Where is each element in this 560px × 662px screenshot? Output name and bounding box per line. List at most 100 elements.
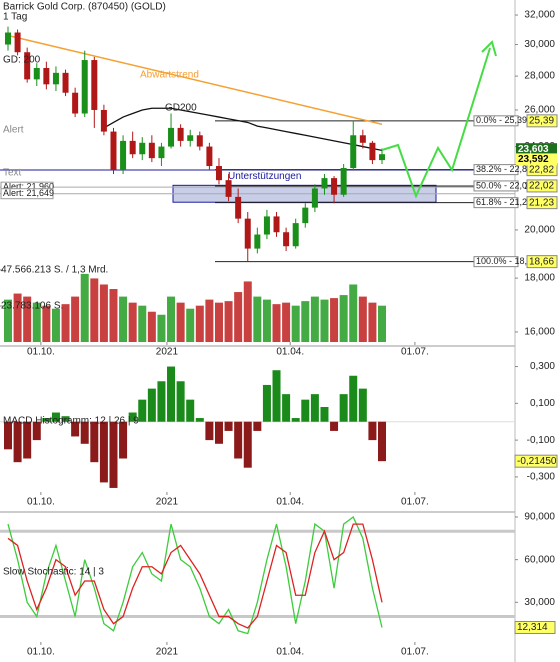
y-tick-label: 0,100 [530,398,555,409]
volume-bar [291,305,300,342]
macd-bar [128,412,137,422]
candle-body [187,135,194,141]
candle-body [52,72,59,85]
candle-body [215,166,222,181]
x-tick-label: 2021 [156,647,179,658]
fib-label-box [473,115,519,127]
stoch-line [7,523,383,629]
volume-bar [176,302,185,342]
macd-bar [42,418,51,422]
candle-body [72,92,79,114]
fib-label: 61.8% - 21,23 [476,197,532,207]
volume-bar [272,304,281,342]
macd-bar [186,399,195,422]
y-tick-label: 60,000 [524,554,555,565]
alert-box [0,188,54,200]
candle-body [283,232,290,247]
y-tick-label: 0,300 [530,361,555,372]
candle-body [81,60,88,114]
macd-bar [51,412,60,422]
volume-bar [339,295,348,342]
candle-body [5,32,11,45]
macd-bar [138,399,147,422]
macd-bar [234,421,243,459]
candle-body [350,135,357,169]
last-price-label: 23,592 [518,154,549,165]
alert-note: Alert [3,125,24,136]
fib-label-box [473,197,519,209]
price-tag [526,196,558,210]
macd-bar [4,421,12,450]
volume-bar [378,305,387,342]
candle-body [177,127,184,141]
candle-body [196,135,203,147]
volume-bar [147,311,156,342]
volume-bar [320,299,329,342]
macd-bar [109,421,118,488]
price-tag-label: 22,82 [529,164,554,175]
candle-body [206,146,213,167]
last-value-tag [514,620,556,634]
volume-bar [310,296,319,342]
ma-legend: GD: 200 [3,55,41,66]
macd-bar [262,384,271,422]
macd-bar [13,421,22,463]
candle-body [158,146,165,159]
alert-label: Alert: 21,649 [3,188,54,198]
x-tick-label: 01.07. [401,497,429,508]
candle-body [321,178,328,189]
fib-label-box [473,164,519,176]
volume-bar [71,296,80,342]
macd-bar [358,388,367,422]
candle-body [254,234,261,249]
candle-body [100,109,107,132]
x-tick-label: 01.04. [276,647,304,658]
macd-bar [282,394,291,422]
volume-bar [186,308,195,342]
fib-label: 38.2% - 22,82 [476,164,532,174]
volume-bar [368,302,377,342]
alert-label: Alert: 21,960 [3,182,54,192]
x-tick-label: 01.04. [276,347,304,358]
candle-body [273,216,280,233]
chart-title: Barrick Gold Corp. (870450) (GOLD) [3,2,166,13]
macd-bar [301,399,310,422]
macd-label: MACD Histogramm: 12 | 26 | 9 [3,416,139,427]
price-tag-label: 25,39 [529,115,554,126]
last-price-tag [516,143,557,156]
macd-bar [224,421,233,431]
candle-body [43,67,50,85]
x-tick-label: 2021 [156,347,179,358]
volume-bar [214,302,223,342]
candle-body [110,131,117,171]
macd-bar [339,394,348,422]
x-tick-label: 01.04. [276,497,304,508]
volume-bar [358,296,367,342]
macd-bar [80,421,89,444]
last-value-tag [514,454,558,468]
candle-body [139,142,146,155]
volume-bar [4,299,12,342]
volume-bar [167,296,176,342]
y-tick-label: 16,000 [524,327,555,338]
candle-body [168,127,175,147]
fib-label-box [473,256,519,268]
volume-tick-label: 47.566.213 S. / 1,3 Mrd. [1,265,108,276]
x-tick-label: 01.07. [401,647,429,658]
stoch-line [7,515,383,635]
support-zone-label: Unterstützungen [228,171,301,182]
macd-bar [176,381,185,422]
candle-body [225,180,232,197]
macd-bar [61,416,70,422]
volume-bar [234,292,243,342]
last-value-label: 12,314 [517,622,548,633]
candle-body [369,142,376,161]
volume-bar [157,314,166,342]
macd-bar [23,421,32,459]
candle-body [129,140,136,155]
volume-bar [99,284,108,342]
macd-bar [272,370,281,422]
y-tick-label: -0,100 [527,435,556,446]
macd-bar [205,421,214,441]
